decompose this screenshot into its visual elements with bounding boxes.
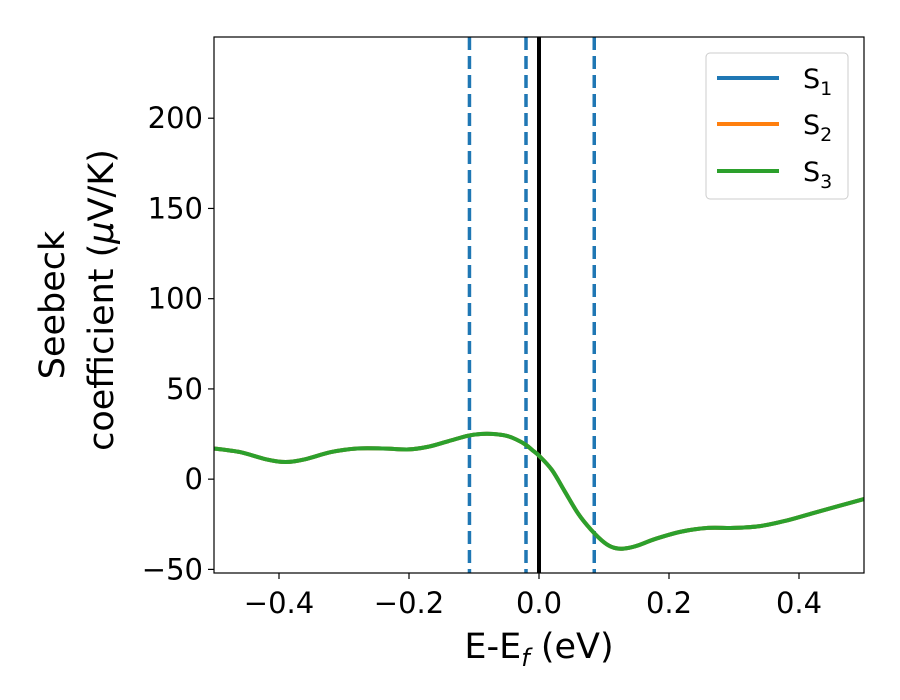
- legend-entry-s2: S2: [803, 110, 832, 146]
- x-tick-label: 0.4: [776, 586, 822, 620]
- x-tick-label: −0.2: [374, 586, 444, 620]
- axis-ticks: −0.4 −0.2 0.0 0.2 0.4 −50 0 50 100 150 200: [142, 101, 822, 620]
- y-tick-label: 150: [148, 191, 203, 225]
- x-tick-label: −0.4: [244, 586, 314, 620]
- legend-entry-s1: S1: [803, 64, 832, 100]
- plot-area: [214, 37, 864, 573]
- series-line-s3: [214, 431, 864, 551]
- x-tick-label: 0.0: [516, 586, 562, 620]
- y-tick-label: 200: [148, 101, 203, 135]
- x-tick-label: 0.2: [646, 586, 692, 620]
- y-axis-label-line2: coefficient (μV/K): [82, 149, 122, 451]
- y-axis-label: Seebeck coefficient (μV/K): [33, 149, 122, 451]
- y-tick-label: −50: [142, 552, 203, 586]
- y-tick-label: 0: [185, 462, 203, 496]
- y-tick-label: 100: [148, 282, 203, 316]
- y-tick-label: 50: [166, 372, 203, 406]
- legend: S1 S2 S3: [705, 52, 849, 200]
- legend-entry-s3: S3: [803, 157, 832, 193]
- x-axis-label: E-Ef (eV): [464, 627, 613, 672]
- y-axis-label-line1: Seebeck: [33, 230, 73, 379]
